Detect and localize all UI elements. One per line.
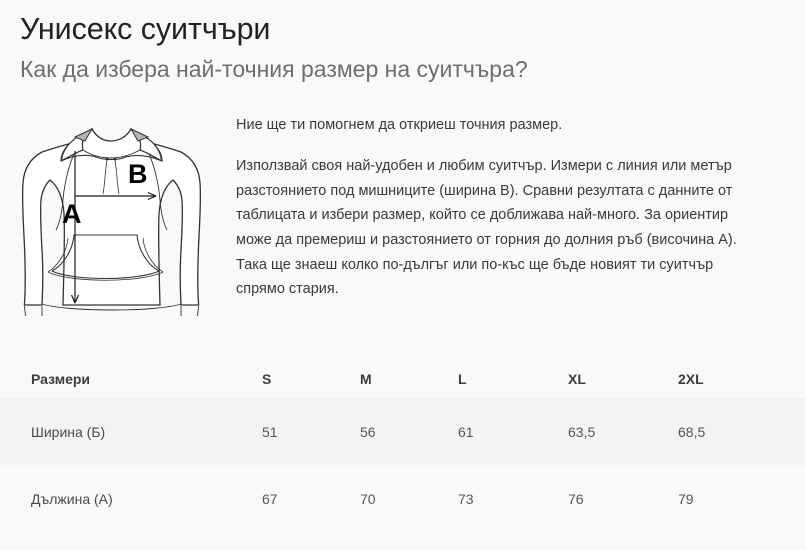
- svg-text:A: A: [62, 199, 82, 229]
- svg-text:B: B: [128, 159, 148, 189]
